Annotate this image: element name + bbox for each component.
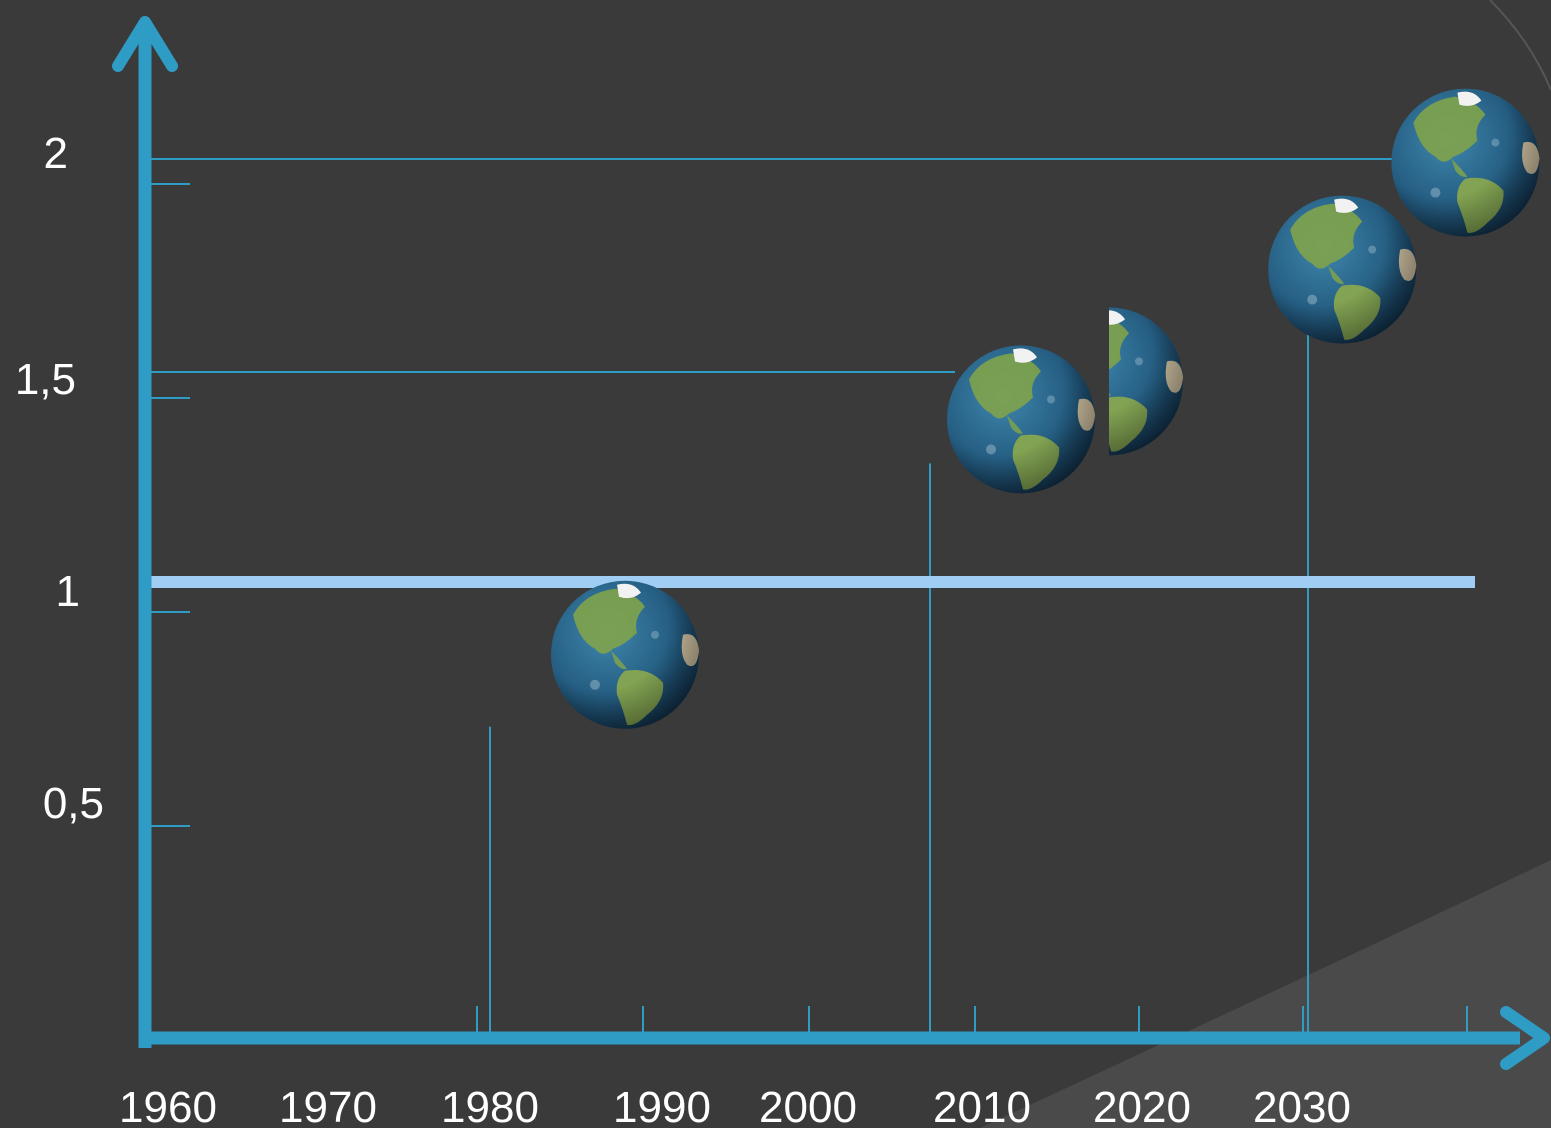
earth-globe-icon	[947, 345, 1095, 494]
x-axis-arrowhead	[1500, 1006, 1550, 1070]
background-corner-shape	[980, 860, 1551, 1128]
y-axis-arrowhead	[112, 16, 178, 72]
x-tick-label: 1980	[441, 1083, 539, 1128]
earth-globe-icon	[551, 580, 699, 729]
background-corner-arc	[1489, 0, 1551, 91]
tick-labels-layer: 1960 1970 1980 1990 2000 2010 2020 2030 0,5 1 1,5 2	[15, 129, 1351, 1128]
y-tick-label: 1	[56, 567, 80, 616]
earth-globe-icon	[1109, 307, 1183, 456]
x-tick-label: 1960	[119, 1083, 217, 1128]
earth-globe-icon	[1391, 88, 1540, 237]
x-tick-label: 1970	[279, 1083, 377, 1128]
earth-globe-icon	[1268, 195, 1417, 344]
y-tick-label: 1,5	[15, 355, 76, 404]
guide-lines-layer	[150, 158, 1402, 1032]
y-tick-label: 0,5	[43, 779, 104, 828]
x-tick-label: 1990	[613, 1083, 711, 1128]
x-tick-label: 2000	[759, 1083, 857, 1128]
y-tick-label: 2	[44, 129, 68, 178]
markers-layer	[551, 88, 1540, 729]
x-tick-label: 2020	[1093, 1083, 1191, 1128]
x-tick-label: 2030	[1253, 1083, 1351, 1128]
axes-layer	[112, 16, 1550, 1070]
x-tick-label: 2010	[933, 1083, 1031, 1128]
